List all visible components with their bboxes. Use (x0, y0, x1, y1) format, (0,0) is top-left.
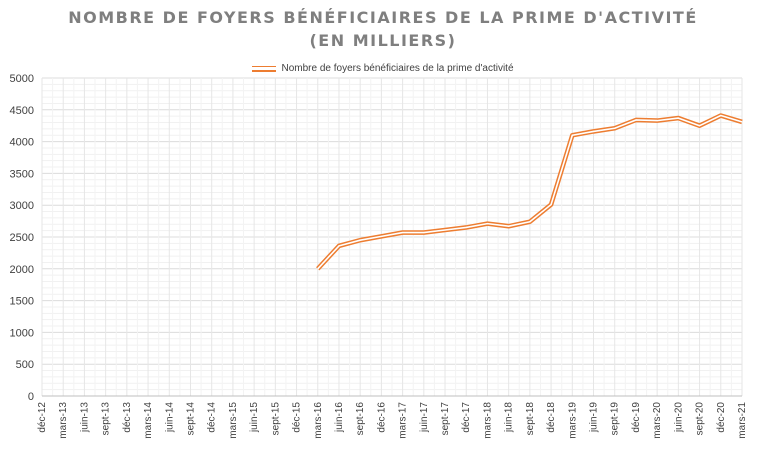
chart-title: NOMBRE DE FOYERS BÉNÉFICIAIRES DE LA PRI… (0, 6, 766, 52)
x-tick-label: mars-15 (228, 402, 239, 439)
x-tick-label: sept-15 (270, 402, 281, 436)
series-line-inner (317, 114, 743, 270)
y-tick-label: 0 (28, 391, 34, 403)
chart-title-line2: (EN MILLIERS) (309, 31, 457, 50)
x-tick-label: juin-13 (79, 402, 90, 433)
x-tick-label: juin-15 (249, 402, 260, 433)
x-tick-label: déc-18 (546, 402, 557, 433)
chart-legend: Nombre de foyers bénéficiaires de la pri… (0, 63, 766, 74)
x-tick-label: juin-20 (673, 402, 684, 433)
x-tick-label: déc-12 (37, 402, 48, 433)
x-tick-label: mars-18 (482, 402, 493, 439)
x-tick-label: juin-16 (334, 402, 345, 433)
x-tick-label: sept-17 (440, 402, 451, 436)
x-tick-label: déc-20 (716, 402, 727, 433)
y-tick-label: 2500 (10, 232, 34, 244)
y-tick-label: 4000 (10, 137, 34, 149)
x-tick-label: sept-13 (101, 402, 112, 436)
legend-label: Nombre de foyers bénéficiaires de la pri… (281, 63, 514, 74)
x-tick-label: juin-17 (419, 402, 430, 433)
x-tick-label: déc-17 (461, 402, 472, 433)
y-tick-label: 1500 (10, 296, 34, 308)
y-axis: 0 500 1000 1500 2000 2500 3000 3500 4000 4500 5000 (10, 73, 34, 403)
x-tick-label: mars-20 (652, 402, 663, 439)
y-tick-label: 3500 (10, 168, 34, 180)
x-tick-label: mars-14 (143, 402, 154, 439)
y-tick-label: 2000 (10, 264, 34, 276)
y-tick-label: 5000 (10, 73, 34, 85)
x-tick-label: mars-16 (313, 402, 324, 439)
x-tick-label: mars-13 (58, 402, 69, 439)
x-tick-label: mars-19 (567, 402, 578, 439)
series-layer (316, 113, 743, 271)
x-tick-label: sept-18 (525, 402, 536, 436)
y-tick-label: 3000 (10, 200, 34, 212)
legend-swatch (252, 65, 277, 72)
x-tick-label: mars-17 (398, 402, 409, 439)
x-tick-label: déc-14 (207, 402, 218, 433)
y-tick-label: 4500 (10, 105, 34, 117)
x-axis: déc-12 mars-13 juin-13 sept-13 déc-13 mars-14… (37, 395, 748, 439)
x-tick-label: déc-16 (376, 402, 387, 433)
y-tick-label: 500 (16, 359, 34, 371)
x-tick-label: déc-15 (292, 402, 303, 433)
x-tick-label: juin-19 (589, 402, 600, 433)
x-tick-label: déc-13 (122, 402, 133, 433)
x-tick-label: déc-19 (631, 402, 642, 433)
x-tick-label: juin-14 (164, 402, 175, 433)
x-tick-label: juin-18 (504, 402, 515, 433)
chart-title-line1: NOMBRE DE FOYERS BÉNÉFICIAIRES DE LA PRI… (68, 8, 698, 27)
x-tick-label: sept-19 (610, 402, 621, 436)
x-tick-label: sept-20 (695, 402, 706, 436)
y-tick-label: 1000 (10, 327, 34, 339)
x-tick-label: mars-21 (737, 402, 748, 439)
grid-lines (41, 77, 743, 397)
x-tick-label: sept-14 (185, 402, 196, 436)
x-tick-label: sept-16 (355, 402, 366, 436)
